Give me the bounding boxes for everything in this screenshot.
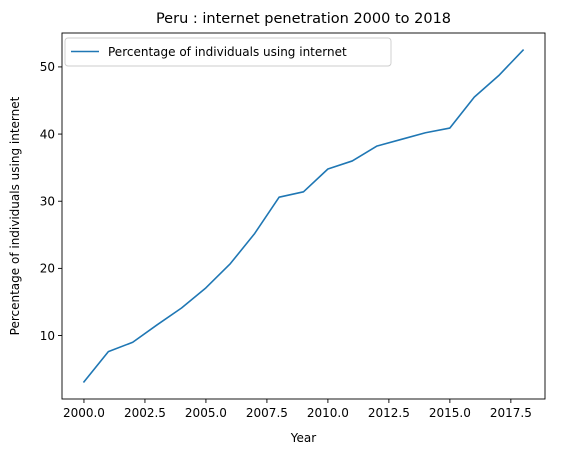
y-tick-label: 10 [40,329,55,343]
x-tick-label: 2000.0 [63,406,105,420]
x-tick-label: 2015.0 [429,406,471,420]
x-tick-label: 2002.5 [124,406,166,420]
x-axis-label: Year [290,431,316,445]
y-axis-label: Percentage of individuals using internet [8,96,22,335]
x-tick-label: 2007.5 [246,406,288,420]
x-tick-label: 2017.5 [490,406,532,420]
x-tick-label: 2010.0 [307,406,349,420]
y-tick-label: 20 [40,262,55,276]
y-tick-label: 50 [40,60,55,74]
legend-box [64,37,392,67]
y-tick-label: 40 [40,127,55,141]
x-tick-label: 2012.5 [368,406,410,420]
plot-area [61,32,546,400]
y-tick-label: 30 [40,195,55,209]
x-axis: 2000.0 2002.5 2005.0 2007.5 2010.0 2012.5 2015… [63,399,532,420]
legend: Percentage of individuals using internet [64,37,392,67]
series-line [82,48,525,384]
x-tick-label: 2005.0 [185,406,227,420]
series-layer [82,48,525,384]
y-axis: 10 20 30 40 50 [40,60,62,343]
legend-label: Percentage of individuals using internet [108,45,347,59]
chart-title: Peru : internet penetration 2000 to 2018 [156,11,451,27]
